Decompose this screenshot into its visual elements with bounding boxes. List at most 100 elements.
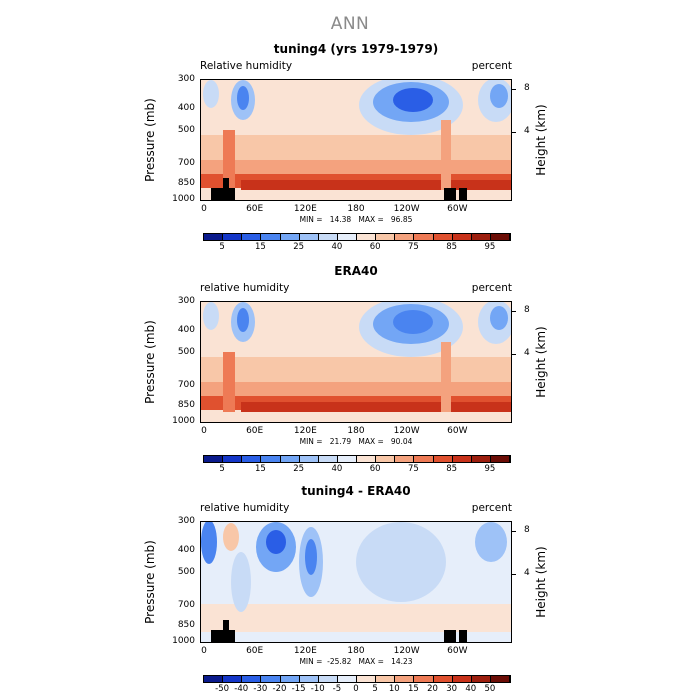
y-axis-label-text: Pressure (mb) — [143, 540, 157, 624]
band-lower — [201, 382, 511, 400]
x-tick-label: 180 — [347, 204, 365, 214]
topography-block — [223, 620, 229, 642]
moist-column-west — [223, 352, 235, 412]
topography-block — [223, 178, 229, 200]
colorbar-label: 15 — [407, 684, 419, 694]
topography-block — [211, 188, 223, 200]
chart-title: ERA40 — [334, 264, 378, 278]
colorbar-label: 15 — [254, 464, 266, 474]
colorbar-swatch — [433, 234, 453, 240]
colorbar — [203, 675, 511, 683]
dry-region-west-core — [237, 308, 249, 332]
chart-title: tuning4 - ERA40 — [301, 484, 411, 498]
colorbar-swatch — [471, 456, 491, 462]
x-tick-label: 0 — [201, 426, 207, 436]
height-tick-label: 4 — [524, 126, 530, 136]
dry-region-east-core — [490, 306, 508, 330]
x-tick-label: 120W — [393, 646, 420, 656]
colorbar-swatch — [204, 456, 224, 462]
colorbar-swatch — [357, 456, 377, 462]
colorbar-swatch — [299, 456, 319, 462]
x-tick-label: 0 — [201, 646, 207, 656]
units-label: percent — [471, 60, 512, 72]
colorbar-swatch — [452, 676, 472, 682]
colorbar-label: 85 — [446, 242, 458, 252]
dry-region-east-core — [490, 84, 508, 108]
contour-plot — [200, 79, 512, 201]
colorbar-label: -15 — [291, 684, 306, 694]
colorbar-swatch — [376, 234, 396, 240]
colorbar-label: 40 — [331, 464, 343, 474]
height-tick-label: 8 — [524, 83, 530, 93]
x-tick-label: 60W — [447, 646, 468, 656]
colorbar-swatch — [357, 676, 377, 682]
colorbar-swatch — [223, 676, 243, 682]
colorbar-label: 75 — [407, 464, 419, 474]
colorbar-swatch — [318, 234, 338, 240]
colorbar-swatch — [490, 234, 510, 240]
height-tick-mark — [512, 574, 516, 575]
colorbar-label: 60 — [369, 464, 381, 474]
units-label: percent — [471, 502, 512, 514]
height-tick-mark — [512, 311, 516, 312]
variable-label: relative humidity — [200, 502, 290, 514]
colorbar-swatch — [414, 234, 434, 240]
band-boundary-core — [241, 402, 511, 412]
colorbar-label: 5 — [219, 242, 225, 252]
colorbar-label: -20 — [272, 684, 287, 694]
contour-plot — [200, 521, 512, 643]
neg-region-edge — [201, 522, 217, 564]
y-axis-right-label: Height (km) — [531, 79, 551, 201]
pressure-tick-label: 1000 — [172, 194, 195, 204]
x-tick-label: 60W — [447, 426, 468, 436]
colorbar-swatch — [471, 234, 491, 240]
colorbar-label: -10 — [310, 684, 325, 694]
y-axis-right-label: Height (km) — [531, 521, 551, 643]
colorbar-swatch — [223, 234, 243, 240]
height-tick-mark — [512, 132, 516, 133]
contour-plot — [200, 301, 512, 423]
colorbar-swatch — [395, 676, 415, 682]
colorbar-swatch — [242, 456, 262, 462]
band-boundary-core — [241, 180, 511, 190]
x-tick-label: 120W — [393, 426, 420, 436]
topography-block — [459, 188, 467, 200]
colorbar-label: 10 — [388, 684, 400, 694]
dry-region-core — [393, 88, 433, 112]
dry-region-edge — [203, 302, 219, 330]
y-axis-label-text: Pressure (mb) — [143, 320, 157, 404]
variable-label: Relative humidity — [200, 60, 293, 72]
colorbar-label: 50 — [484, 684, 496, 694]
pressure-tick-label: 1000 — [172, 636, 195, 646]
height-tick-mark — [512, 89, 516, 90]
colorbar-swatch — [261, 456, 281, 462]
pressure-tick-label: 300 — [177, 296, 195, 306]
height-tick-label: 4 — [524, 568, 530, 578]
colorbar-swatch — [395, 234, 415, 240]
pressure-tick-label: 500 — [177, 566, 195, 577]
contour-field — [201, 302, 511, 422]
y-axis-right-label-text: Height (km) — [534, 326, 548, 398]
height-tick-label: 4 — [524, 348, 530, 358]
pressure-tick-label: 300 — [177, 516, 195, 526]
colorbar-swatch — [376, 456, 396, 462]
colorbar-swatch — [223, 456, 243, 462]
y-axis-right-label-text: Height (km) — [534, 546, 548, 618]
x-tick-label: 0 — [201, 204, 207, 214]
neg-region-5 — [475, 522, 507, 562]
colorbar-label: 15 — [254, 242, 266, 252]
colorbar-swatch — [337, 676, 357, 682]
colorbar-swatch — [280, 456, 300, 462]
x-tick-label: 120W — [393, 204, 420, 214]
topography-block — [459, 630, 467, 642]
x-tick-label: 60E — [246, 646, 264, 656]
colorbar-swatch — [204, 676, 224, 682]
colorbar-label: 25 — [293, 242, 305, 252]
neg-region-3 — [356, 522, 446, 602]
pressure-tick-label: 700 — [177, 600, 195, 611]
contour-field — [201, 522, 511, 642]
colorbar-swatch — [242, 676, 262, 682]
x-tick-label: 120E — [293, 204, 317, 214]
colorbar-swatch — [337, 456, 357, 462]
colorbar — [203, 233, 511, 241]
